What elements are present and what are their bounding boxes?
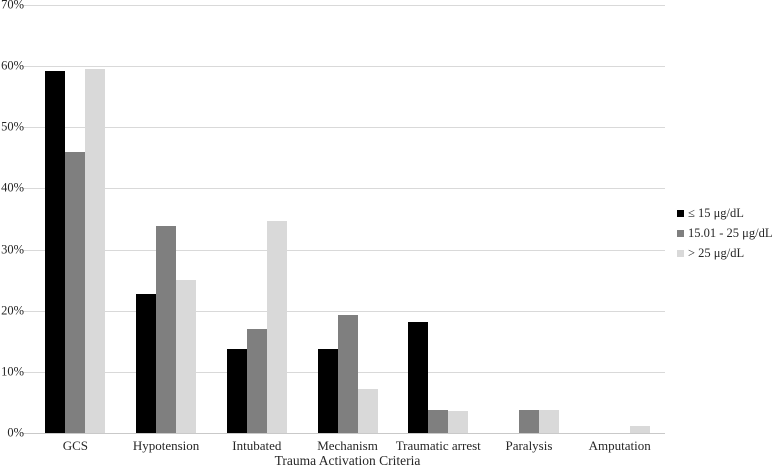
gridline	[22, 310, 665, 312]
bar	[226, 349, 247, 433]
bar-group	[484, 5, 575, 433]
y-tick-label: 10%	[1, 364, 24, 379]
y-axis-tick-labels: 70% 60% 50% 40% 30% 20% 10% 0%	[0, 0, 26, 470]
x-tick-label: Mechanism	[317, 438, 378, 453]
bar-group	[574, 5, 665, 433]
bar	[428, 409, 449, 433]
gridline	[22, 249, 665, 251]
bar-group	[211, 5, 302, 433]
gridline	[22, 188, 665, 190]
legend-label: ≤ 15 μg/dL	[688, 206, 744, 220]
legend-item: ≤ 15 μg/dL	[677, 206, 772, 220]
bar	[246, 329, 267, 433]
bar	[176, 280, 197, 433]
bar	[408, 322, 429, 433]
bar-groups	[30, 5, 665, 433]
x-tick-label: Amputation	[588, 438, 651, 453]
bar	[538, 410, 559, 433]
x-axis-line	[22, 433, 665, 434]
bar-group	[121, 5, 212, 433]
bar	[45, 71, 66, 433]
x-axis-title: Trauma Activation Criteria	[274, 453, 421, 468]
x-axis-tick-labels: GCS Hypotension Intubated Mechanism Traumati…	[30, 438, 665, 454]
x-tick-label: GCS	[62, 438, 88, 453]
bar	[136, 294, 157, 433]
y-tick-label: 40%	[1, 180, 24, 195]
legend-label: 15.01 - 25 μg/dL	[688, 226, 772, 240]
y-tick-label: 20%	[1, 303, 24, 318]
gridline	[22, 66, 665, 68]
bar	[448, 411, 469, 433]
y-tick-label: 0%	[7, 425, 24, 440]
legend-item: > 25 μg/dL	[677, 246, 772, 260]
x-tick-label: Traumatic arrest	[395, 438, 481, 453]
x-tick-label: Paralysis	[505, 438, 553, 453]
bar	[85, 68, 106, 433]
legend-item: 15.01 - 25 μg/dL	[677, 226, 772, 240]
bar	[156, 226, 177, 433]
legend-swatch	[677, 209, 684, 217]
y-tick-label: 50%	[1, 119, 24, 134]
bar	[65, 152, 86, 433]
legend-swatch	[677, 229, 684, 237]
bar-group	[393, 5, 484, 433]
bar	[317, 349, 338, 433]
y-tick-label: 60%	[1, 58, 24, 73]
x-tick-label: Hypotension	[132, 438, 200, 453]
y-tick-label: 30%	[1, 242, 24, 257]
legend-label: > 25 μg/dL	[688, 246, 745, 260]
x-tick-label: Intubated	[232, 438, 282, 453]
bar-group	[30, 5, 121, 433]
bar	[337, 315, 358, 433]
plot-area	[22, 5, 665, 434]
bar	[357, 389, 378, 433]
bar-group	[302, 5, 393, 433]
gridline	[22, 127, 665, 129]
gridline	[22, 5, 665, 6]
bar	[629, 425, 650, 433]
y-tick-label: 70%	[1, 0, 24, 12]
legend: ≤ 15 μg/dL 15.01 - 25 μg/dL > 25 μg/dL	[677, 206, 772, 266]
legend-swatch	[677, 249, 684, 257]
bar	[266, 220, 287, 433]
bar	[518, 409, 539, 433]
